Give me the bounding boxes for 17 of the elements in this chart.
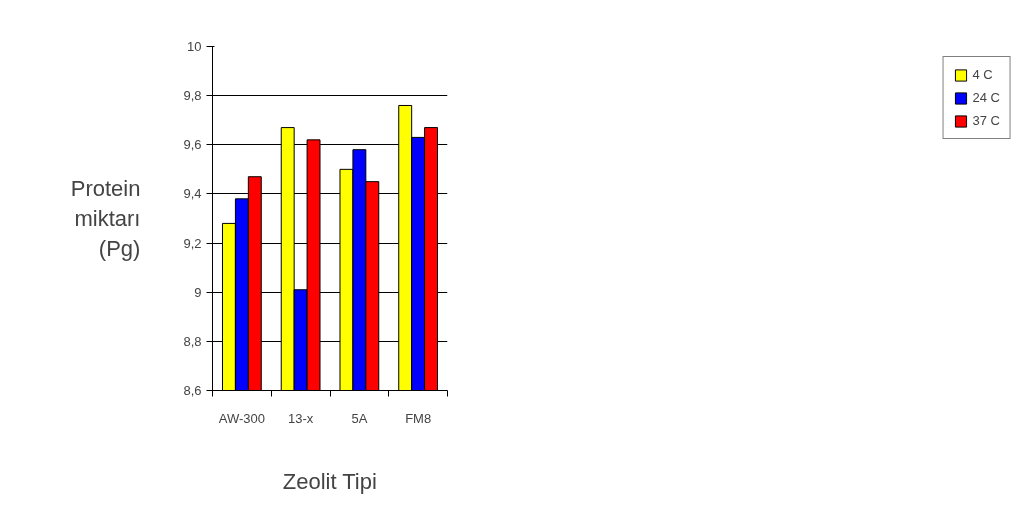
- legend-label: 37 C: [972, 113, 1000, 128]
- y-tick-label: 9,2: [183, 235, 202, 251]
- y-tick-label: 9,4: [183, 186, 202, 202]
- x-tick-label: 13-x: [287, 410, 314, 426]
- y-tick-label: 10: [187, 39, 202, 54]
- x-tick-label: FM8: [405, 410, 432, 426]
- y-axis-title: Protein miktarı (Pg): [70, 176, 141, 261]
- x-tick-label: 5A: [351, 410, 368, 426]
- x-tick-label: AW-300: [218, 410, 265, 426]
- y-tick-label: 8,6: [183, 383, 202, 398]
- y-tick-label: 9: [194, 284, 202, 300]
- x-axis-title: Zeolit Tipi: [282, 468, 377, 494]
- y-tick-label: 9,6: [183, 137, 202, 153]
- y-tick-label: 9,8: [183, 88, 202, 104]
- legend-label: 4 C: [972, 67, 993, 82]
- y-tick-label: 8,8: [183, 333, 202, 349]
- legend-label: 24 C: [972, 90, 1000, 105]
